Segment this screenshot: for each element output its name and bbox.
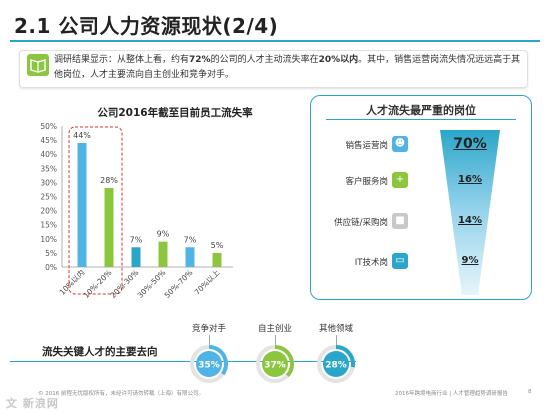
donut-arc (335, 345, 355, 368)
finding-prefix: 调研结果显示：从整体上看，约有 (54, 55, 190, 65)
donut-arc (274, 345, 294, 378)
finding-highlight-20: 20%以内 (318, 55, 359, 65)
title-divider (10, 40, 540, 42)
position-value: 9% (461, 255, 479, 266)
destination-donut: 37% (256, 345, 294, 383)
page-title: 2.1 公司人力资源现状(2/4) (14, 14, 279, 38)
people-icon: ☻ (392, 136, 408, 152)
truck-icon: ■ (392, 213, 408, 229)
book-icon (27, 54, 49, 76)
donut-center (262, 351, 288, 377)
y-tick-label: 45% (40, 136, 57, 145)
finding-suffix: 。其中，销售运营岗流失情况远远高于其他岗位，人才主要流向自主创业和竞争对手。 (54, 55, 521, 80)
donut-center (323, 351, 349, 377)
donut-arc (208, 345, 228, 376)
destination-label: 竞争对手 (191, 324, 226, 334)
bar-value-label: 7% (184, 235, 197, 244)
bar-value-label: 5% (211, 241, 224, 250)
donut-value-label: 28% (325, 361, 347, 371)
footer-report-name: 2016年跨境电商行业 | 人才管理趋势调研报告 (395, 391, 508, 397)
bar-10%-20% (104, 188, 114, 267)
x-category-label: 50%-70% (163, 268, 195, 300)
y-tick-label: 0% (45, 263, 57, 272)
y-tick-label: 50% (40, 122, 57, 131)
bar-50%-70% (185, 247, 195, 267)
x-category-label: 70%以上 (193, 268, 222, 297)
finding-mid: 的公司的人才主动流失率在 (210, 55, 319, 65)
positions-title-divider (326, 119, 516, 120)
x-category-label: 30%-50% (136, 268, 168, 300)
x-category-label: 20%-30% (109, 268, 141, 300)
finding-box (19, 50, 528, 88)
destination-donut: 28% (317, 345, 355, 383)
bar-value-label: 28% (100, 176, 118, 185)
position-label: 供应链/采购岗 (334, 218, 388, 228)
bar-30%-50% (158, 241, 168, 267)
bar-70%以上 (212, 252, 222, 267)
y-tick-label: 35% (40, 164, 57, 173)
monitor-icon: ▭ (392, 253, 408, 269)
y-tick-label: 30% (40, 178, 57, 187)
position-value: 16% (458, 174, 482, 185)
positions-funnel (440, 130, 500, 295)
highlight-frame (68, 126, 123, 295)
finding-text: 调研结果显示：从整体上看，约有72%的公司的人才主动流失率在20%以内。其中，销… (54, 53, 522, 83)
positions-panel (310, 95, 532, 300)
bar-10%以内 (77, 142, 87, 267)
watermark-logo: 文 新浪网 (6, 397, 59, 410)
destinations-title: 流失关键人才的主要去向 (42, 346, 158, 358)
destination-label: 其他领域 (318, 324, 353, 334)
finding-highlight-72: 72% (189, 55, 211, 65)
position-label: 销售运营岗 (345, 141, 388, 151)
position-value: 70% (453, 136, 487, 152)
add-user-icon: + (392, 172, 408, 188)
donut-value-label: 37% (264, 361, 286, 371)
bar-20%-30% (131, 247, 141, 267)
positions-panel-title: 人才流失最严重的岗位 (366, 104, 476, 117)
destination-connector (336, 335, 337, 345)
position-value: 14% (458, 215, 482, 226)
destination-connector (209, 335, 210, 345)
bar-value-label: 44% (73, 131, 91, 140)
y-tick-label: 25% (40, 193, 57, 202)
position-label: IT技术岗 (354, 258, 388, 268)
bar-value-label: 9% (157, 230, 170, 239)
destination-donut: 35% (190, 345, 228, 383)
donut-center (196, 351, 222, 377)
destination-label: 自主创业 (257, 324, 292, 334)
position-label: 客户服务岗 (345, 177, 388, 187)
y-tick-label: 40% (40, 150, 57, 159)
turnover-chart-title: 公司2016年截至目前员工流失率 (97, 107, 253, 119)
y-tick-label: 20% (40, 207, 57, 216)
destination-connector (275, 335, 276, 345)
page-number: 8 (528, 389, 532, 395)
donut-value-label: 35% (198, 361, 220, 371)
x-category-label: 10%-20% (82, 268, 114, 300)
y-tick-label: 15% (40, 221, 57, 230)
footer-copyright: © 2016 前程无忧版权所有，未经许可请勿转载（上海）有限公司。 (38, 391, 204, 397)
destinations-divider (10, 361, 356, 362)
y-tick-label: 10% (40, 235, 57, 244)
turnover-rate-chart: 0%5%10%15%20%25%30%35%40%45%50%44%10%以内2… (40, 122, 233, 300)
y-tick-label: 5% (45, 249, 57, 258)
bar-value-label: 7% (130, 235, 143, 244)
